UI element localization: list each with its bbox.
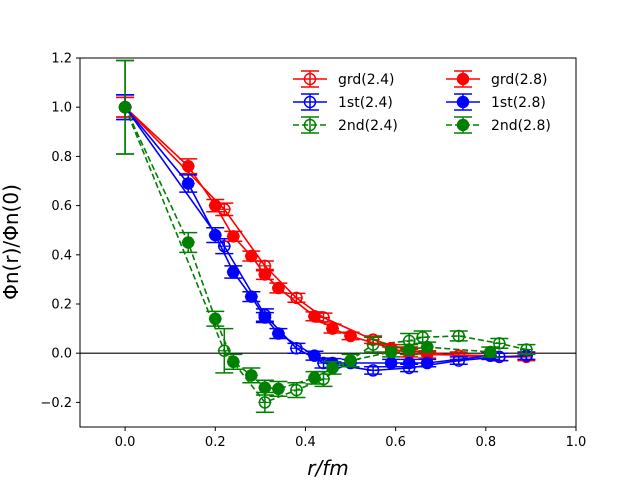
data-point: [308, 310, 321, 323]
legend-label: 1st(2.4): [338, 95, 393, 111]
y-tick-label: 0.6: [51, 199, 72, 214]
data-point: [181, 177, 195, 190]
data-point: [245, 369, 258, 382]
series-2nd2-8: [116, 59, 500, 397]
legend-label: grd(2.4): [338, 72, 394, 88]
data-point: [402, 343, 416, 356]
y-axis-label: Φn(r)/Φn(0): [0, 184, 23, 300]
legend-marker: [456, 118, 470, 132]
data-point: [218, 344, 231, 357]
y-tick-label: −0.2: [40, 396, 72, 411]
x-tick-label: 0.6: [385, 435, 406, 450]
legend-label: 2nd(2.8): [491, 118, 551, 134]
y-tick-label: 1.0: [51, 101, 72, 116]
data-point: [258, 311, 272, 324]
data-point: [209, 228, 222, 242]
data-point: [484, 345, 497, 359]
data-point: [326, 361, 339, 375]
data-point: [258, 396, 272, 409]
y-tick-label: 0.0: [51, 347, 72, 362]
data-point: [245, 290, 258, 303]
legend-marker: [456, 95, 470, 109]
data-point: [420, 340, 434, 354]
legend-label: 2nd(2.4): [338, 118, 398, 134]
data-point: [272, 382, 285, 396]
data-point: [272, 281, 285, 295]
data-point: [245, 249, 258, 263]
data-point: [209, 312, 222, 326]
legend-marker: [456, 72, 470, 86]
legend-marker: [303, 95, 317, 109]
data-point: [272, 327, 285, 340]
data-point: [308, 349, 321, 362]
data-point: [290, 383, 303, 397]
data-point: [181, 159, 195, 173]
legend-entry-grd2-4: grd(2.4): [293, 70, 394, 88]
legend-entry-1st2-4: 1st(2.4): [293, 93, 393, 111]
legend-entry-2nd2-8: 2nd(2.8): [446, 116, 551, 134]
data-point: [452, 329, 466, 343]
data-point: [493, 337, 506, 350]
data-point: [227, 355, 240, 369]
x-tick-label: 0.4: [295, 435, 316, 450]
data-point: [420, 356, 434, 370]
data-point: [520, 343, 533, 356]
x-axis-label: r/fm: [307, 456, 348, 480]
data-point: [209, 199, 222, 212]
y-tick-label: 0.4: [51, 248, 72, 263]
x-tick-label: 0.2: [205, 435, 226, 450]
data-point: [384, 345, 398, 359]
legend-label: 1st(2.8): [491, 95, 546, 111]
x-tick-label: 0.8: [475, 435, 496, 450]
y-tick-label: 0.8: [51, 150, 72, 165]
data-point: [181, 236, 195, 249]
data-point: [227, 265, 240, 279]
data-point: [344, 329, 357, 343]
data-point: [258, 381, 272, 394]
legend-entry-1st2-8: 1st(2.8): [446, 93, 546, 111]
plot-frame: [79, 57, 577, 428]
data-point: [384, 356, 398, 370]
data-point: [118, 100, 132, 114]
data-point: [258, 268, 272, 281]
data-point: [402, 356, 416, 370]
data-point: [326, 322, 339, 335]
data-point: [308, 371, 321, 385]
legend-entry-2nd2-4: 2nd(2.4): [293, 116, 398, 134]
y-tick-label: 0.2: [51, 298, 72, 313]
data-point: [344, 354, 357, 367]
x-tick-label: 0.0: [115, 435, 136, 450]
legend: grd(2.4) 1st(2.4) 2nd(2.4) grd(2.8) 1st(2.8)…: [293, 70, 551, 134]
y-tick-label: 1.2: [51, 52, 72, 67]
data-point: [366, 364, 380, 377]
x-tick-label: 1.0: [566, 435, 587, 450]
legend-label: grd(2.8): [491, 72, 547, 88]
legend-marker: [303, 72, 317, 86]
legend-entry-grd2-8: grd(2.8): [446, 70, 547, 88]
data-point: [227, 230, 240, 243]
data-point: [218, 239, 231, 253]
legend-marker: [303, 118, 317, 132]
